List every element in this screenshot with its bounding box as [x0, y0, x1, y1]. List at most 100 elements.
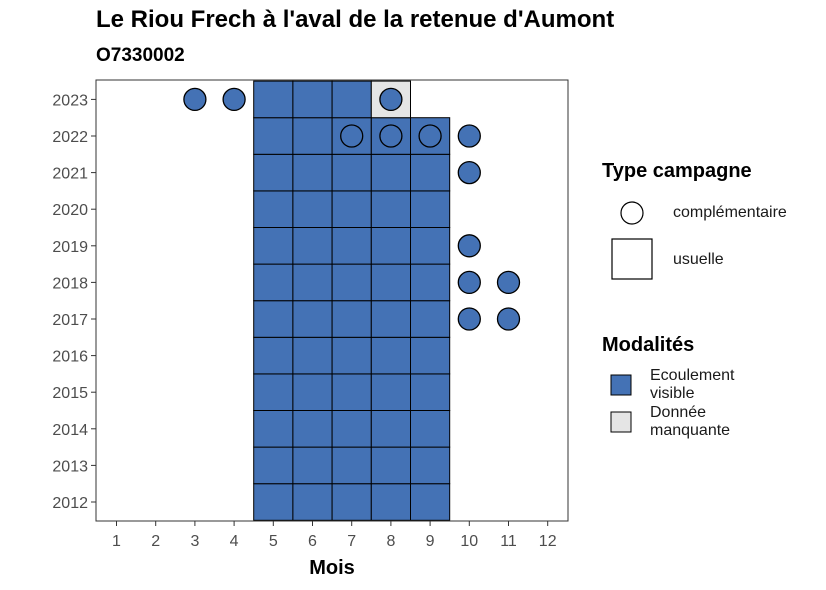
legend-type-title: Type campagne: [602, 160, 752, 182]
x-tick-label: 12: [539, 533, 557, 550]
usuelle-cell: [410, 300, 451, 338]
usuelle-cell: [410, 227, 451, 265]
y-axis: 2012 2013 2014 2015 2016 2017 2018 2019 2020 2021…: [52, 92, 96, 512]
complementaire-point: [340, 124, 364, 148]
y-tick-label: 2015: [52, 385, 88, 402]
y-tick-label: 2016: [52, 349, 88, 366]
usuelle-cell: [410, 336, 451, 375]
y-tick-label: 2019: [52, 239, 88, 256]
usuelle-cell: [292, 300, 333, 338]
chart-subtitle: O7330002: [96, 45, 185, 66]
usuelle-cell: [370, 153, 411, 192]
complementaire-point: [457, 160, 481, 185]
usuelle-cell: [292, 336, 333, 375]
usuelle-cell: [370, 410, 411, 448]
complementaire-points: [183, 87, 521, 331]
y-tick-label: 2023: [52, 92, 88, 109]
y-tick-label: 2018: [52, 275, 88, 292]
usuelle-cell: [253, 80, 294, 119]
usuelle-cell: [331, 483, 372, 521]
x-axis-label: Mois: [309, 557, 355, 579]
usuelle-cell: [370, 483, 411, 521]
y-tick-label: 2014: [52, 422, 88, 439]
usuelle-cell: [292, 483, 333, 521]
y-tick-label: 2017: [52, 312, 88, 329]
x-tick-label: 2: [151, 533, 160, 550]
usuelle-cell: [253, 446, 294, 485]
x-tick-label: 8: [386, 533, 395, 550]
usuelle-cell: [292, 153, 333, 192]
usuelle-cell: [410, 190, 451, 228]
usuelle-cell: [370, 373, 411, 411]
complementaire-point: [457, 124, 481, 148]
complementaire-point: [418, 124, 442, 148]
usuelle-cell: [370, 336, 411, 375]
chart-title: Le Riou Frech à l'aval de la retenue d'A…: [96, 6, 615, 33]
complementaire-point: [379, 87, 403, 112]
usuelle-cell: [331, 190, 372, 228]
usuelle-cell: [410, 373, 451, 411]
usuelle-cell: [253, 373, 294, 411]
usuelle-cell: [253, 153, 294, 192]
legend-usuelle-key: [611, 238, 653, 280]
legend-manquante-line2: manquante: [650, 422, 731, 439]
usuelle-cell: [331, 227, 372, 265]
usuelle-cell: [292, 117, 333, 155]
complementaire-point: [496, 270, 521, 295]
x-tick-label: 9: [426, 533, 435, 550]
legend-ecoulement-key: [610, 374, 632, 396]
legend-manquante-key: [610, 411, 632, 433]
usuelle-cell: [410, 483, 451, 521]
y-tick-label: 2020: [52, 202, 88, 219]
usuelle-cell: [253, 117, 294, 155]
usuelle-cell: [370, 190, 411, 228]
x-tick-label: 7: [347, 533, 356, 550]
legend-usuelle-label: usuelle: [673, 251, 724, 268]
legend-ecoulement-label: Ecoulement visible: [650, 367, 735, 403]
complementaire-point: [457, 234, 481, 258]
usuelle-cell: [331, 153, 372, 192]
usuelle-cell: [292, 190, 333, 228]
usuelle-cell: [292, 446, 333, 485]
complementaire-point: [183, 87, 207, 112]
usuelle-cell: [331, 410, 372, 448]
legend-ecoulement-line2: visible: [650, 385, 695, 402]
usuelle-cell: [370, 446, 411, 485]
usuelle-cell: [292, 263, 333, 302]
x-axis: 1 2 3 4 5 6 7 8 9 10 11 12: [112, 521, 557, 550]
x-tick-label: 6: [308, 533, 317, 550]
x-tick-label: 11: [500, 533, 517, 550]
x-tick-label: 4: [230, 533, 239, 550]
complementaire-point: [222, 87, 246, 112]
usuelle-cell: [331, 336, 372, 375]
x-tick-label: 3: [190, 533, 199, 550]
x-tick-label: 5: [269, 533, 278, 550]
usuelle-cell: [410, 410, 451, 448]
usuelle-cell: [370, 263, 411, 302]
usuelle-cell: [331, 263, 372, 302]
usuelle-cell: [292, 410, 333, 448]
y-tick-label: 2012: [52, 495, 88, 512]
usuelle-cell: [370, 227, 411, 265]
usuelle-cell: [253, 263, 294, 302]
legend-manquante-label: Donnée manquante: [650, 404, 730, 440]
complementaire-point: [457, 270, 481, 295]
usuelle-cell: [331, 446, 372, 485]
usuelle-cell: [410, 446, 451, 485]
usuelle-cell: [253, 227, 294, 265]
usuelle-cell: [331, 373, 372, 411]
usuelle-cell: [370, 300, 411, 338]
x-tick-label: 1: [112, 533, 121, 550]
complementaire-point: [379, 124, 403, 148]
usuelle-cell: [292, 80, 333, 119]
usuelle-cell: [292, 227, 333, 265]
y-tick-label: 2021: [52, 166, 88, 183]
usuelle-cell: [253, 190, 294, 228]
x-tick-label: 10: [460, 533, 478, 550]
legend-ecoulement-line1: Ecoulement: [650, 367, 735, 384]
legend-manquante-line1: Donnée: [650, 404, 707, 421]
legend-complementaire-label: complémentaire: [673, 204, 787, 221]
usuelle-cell: [253, 410, 294, 448]
usuelle-cell: [253, 300, 294, 338]
